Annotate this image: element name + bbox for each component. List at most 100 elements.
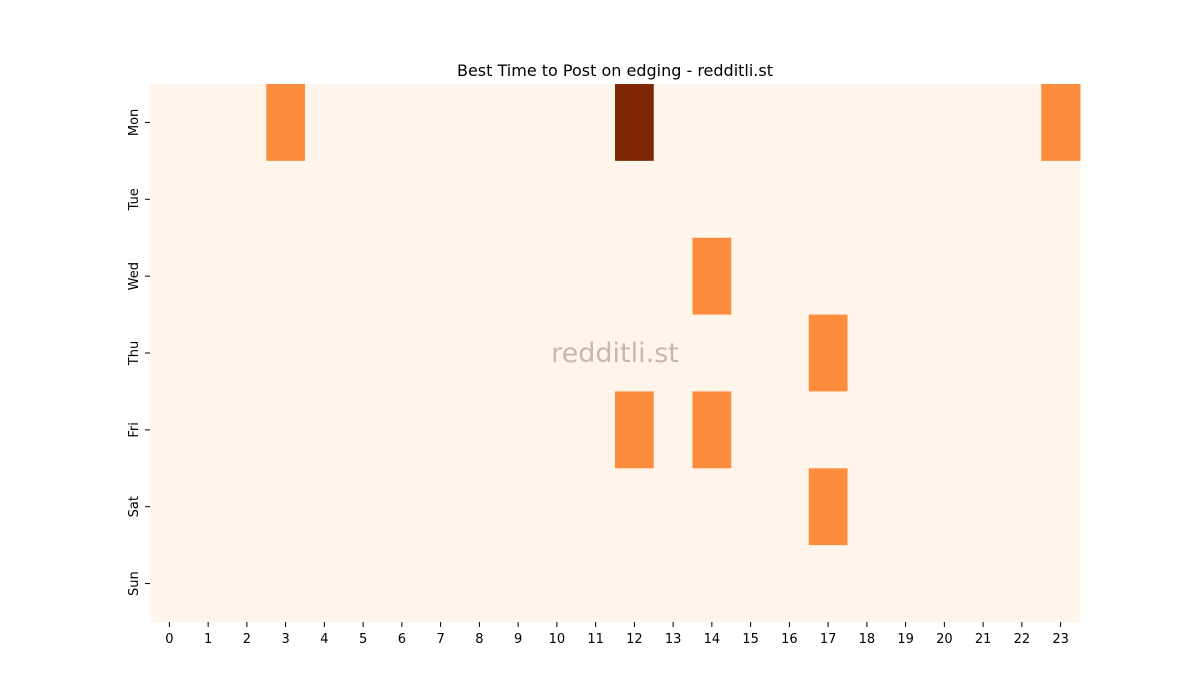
heatmap-cell-mon-9 (498, 84, 538, 162)
heatmap-cell-wed-10 (537, 237, 577, 316)
heatmap-cell-mon-6 (382, 84, 422, 162)
heatmap-cell-tue-21 (963, 160, 1003, 239)
heatmap-cell-wed-2 (227, 237, 267, 316)
heatmap-cell-mon-22 (1002, 84, 1042, 162)
heatmap-cell-sun-15 (731, 545, 771, 623)
heatmap-cell-tue-1 (188, 160, 228, 239)
heatmap-cell-fri-12 (615, 391, 655, 469)
heatmap-cell-sat-1 (188, 468, 228, 546)
heatmap-cell-sun-11 (576, 545, 616, 623)
heatmap-cell-thu-6 (382, 314, 422, 392)
x-tick-label-22: 22 (1014, 632, 1031, 647)
heatmap-cell-mon-17 (808, 84, 848, 162)
heatmap-cell-wed-8 (460, 237, 500, 316)
heatmap-cell-thu-14 (692, 314, 732, 392)
heatmap-cell-tue-13 (653, 160, 693, 239)
heatmap-cell-wed-3 (266, 237, 306, 316)
heatmap-cell-sun-8 (460, 545, 500, 623)
heatmap-cell-thu-12 (615, 314, 655, 392)
heatmap-cell-tue-23 (1041, 160, 1081, 239)
heatmap-cell-tue-8 (460, 160, 500, 239)
heatmap-cell-sat-13 (653, 468, 693, 546)
heatmap-cell-sun-0 (150, 545, 190, 623)
heatmap-cell-wed-23 (1041, 237, 1081, 316)
heatmap-cell-thu-22 (1002, 314, 1042, 392)
heatmap-cell-thu-8 (460, 314, 500, 392)
x-tick-label-18: 18 (859, 632, 876, 647)
x-tick-label-19: 19 (897, 632, 914, 647)
x-tick-label-10: 10 (549, 632, 566, 647)
heatmap-cells (150, 84, 1081, 623)
heatmap-cell-fri-11 (576, 391, 616, 469)
heatmap-cell-tue-11 (576, 160, 616, 239)
heatmap-cell-fri-0 (150, 391, 190, 469)
heatmap-cell-thu-23 (1041, 314, 1081, 392)
heatmap-cell-sat-17 (808, 468, 848, 546)
heatmap-cell-wed-18 (847, 237, 887, 316)
heatmap-cell-wed-17 (808, 237, 848, 316)
heatmap-cell-mon-19 (886, 84, 926, 162)
x-tick-label-9: 9 (514, 632, 522, 647)
heatmap-cell-sat-20 (925, 468, 965, 546)
heatmap-cell-mon-16 (770, 84, 810, 162)
heatmap-cell-thu-3 (266, 314, 306, 392)
heatmap-cell-fri-5 (343, 391, 383, 469)
heatmap-cell-fri-13 (653, 391, 693, 469)
heatmap-cell-thu-21 (963, 314, 1003, 392)
heatmap-cell-sat-7 (421, 468, 461, 546)
y-tick-label-mon: Mon (127, 109, 142, 136)
x-tick-label-23: 23 (1052, 632, 1069, 647)
heatmap-cell-tue-20 (925, 160, 965, 239)
heatmap-cell-sat-21 (963, 468, 1003, 546)
heatmap-cell-mon-21 (963, 84, 1003, 162)
heatmap-cell-wed-9 (498, 237, 538, 316)
heatmap-cell-mon-5 (343, 84, 383, 162)
heatmap-cell-mon-7 (421, 84, 461, 162)
heatmap-cell-sun-2 (227, 545, 267, 623)
heatmap-cell-fri-2 (227, 391, 267, 469)
heatmap-cell-tue-16 (770, 160, 810, 239)
heatmap-cell-fri-1 (188, 391, 228, 469)
y-tick-label-fri: Fri (127, 422, 142, 438)
heatmap-cell-mon-23 (1041, 84, 1081, 162)
y-axis: Mon Tue Wed Thu Fri Sat Sun (127, 109, 150, 596)
heatmap-cell-fri-9 (498, 391, 538, 469)
heatmap-cell-mon-18 (847, 84, 887, 162)
y-tick-label-wed: Wed (127, 262, 142, 290)
heatmap-cell-sat-22 (1002, 468, 1042, 546)
watermark: redditli.st (551, 338, 679, 369)
heatmap-cell-sat-3 (266, 468, 306, 546)
x-axis: 0 1 2 3 4 5 6 7 8 9 10 11 12 13 14 15 16 17 18 19 20 21 22 23 (165, 622, 1069, 647)
heatmap-cell-sun-14 (692, 545, 732, 623)
x-tick-label-1: 1 (204, 632, 212, 647)
heatmap-cell-sun-17 (808, 545, 848, 623)
heatmap-cell-wed-6 (382, 237, 422, 316)
heatmap-cell-thu-7 (421, 314, 461, 392)
heatmap-cell-thu-18 (847, 314, 887, 392)
heatmap-cell-sun-7 (421, 545, 461, 623)
heatmap-cell-sun-9 (498, 545, 538, 623)
heatmap-cell-sun-22 (1002, 545, 1042, 623)
heatmap-cell-mon-4 (305, 84, 345, 162)
heatmap-cell-sun-12 (615, 545, 655, 623)
x-tick-label-8: 8 (475, 632, 483, 647)
heatmap-cell-wed-7 (421, 237, 461, 316)
heatmap-cell-sat-18 (847, 468, 887, 546)
heatmap-cell-mon-11 (576, 84, 616, 162)
x-tick-label-16: 16 (781, 632, 798, 647)
heatmap-cell-mon-12 (615, 84, 655, 162)
heatmap-cell-mon-2 (227, 84, 267, 162)
heatmap-cell-tue-7 (421, 160, 461, 239)
heatmap-cell-mon-13 (653, 84, 693, 162)
heatmap-cell-thu-10 (537, 314, 577, 392)
x-tick-label-14: 14 (704, 632, 721, 647)
heatmap-cell-sat-0 (150, 468, 190, 546)
x-tick-label-7: 7 (436, 632, 444, 647)
heatmap-cell-tue-19 (886, 160, 926, 239)
heatmap-cell-fri-4 (305, 391, 345, 469)
heatmap-cell-fri-15 (731, 391, 771, 469)
heatmap-cell-wed-12 (615, 237, 655, 316)
heatmap-cell-tue-15 (731, 160, 771, 239)
heatmap-cell-fri-3 (266, 391, 306, 469)
heatmap-cell-sat-19 (886, 468, 926, 546)
